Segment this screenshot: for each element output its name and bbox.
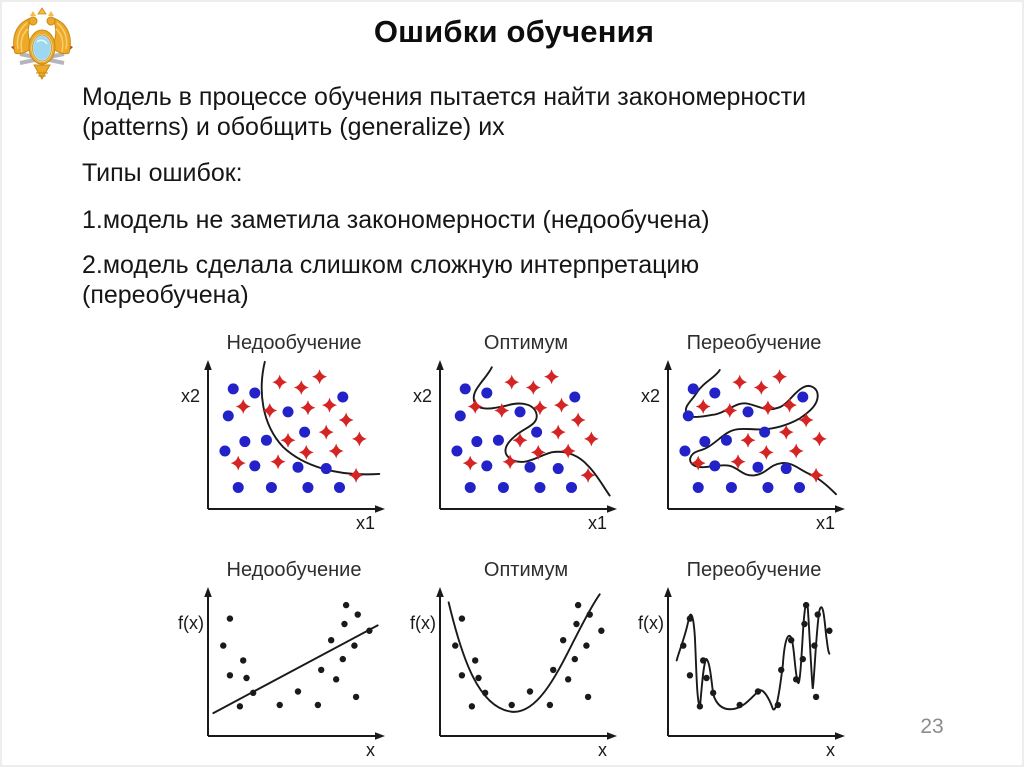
- x-axis-label: x1: [588, 513, 607, 532]
- regression-optimum-plot: f(x) x: [410, 587, 617, 759]
- y-axis-label: x2: [413, 386, 432, 406]
- body-line-error-type-1: 1.модель не заметила закономерности (нед…: [82, 206, 710, 234]
- y-axis-label: x2: [181, 386, 200, 406]
- panel-regression-optimum: Оптимум f(x) x: [410, 559, 630, 759]
- classification-underfit-plot: x2 x1: [181, 360, 385, 532]
- plot-layer: [664, 587, 845, 740]
- logo-right-head: [46, 16, 56, 26]
- plot-title: Недообучение: [226, 332, 362, 354]
- logo-globe-ring: [31, 34, 53, 62]
- body-line: (patterns) и обобщить (generalize) их: [82, 113, 505, 141]
- slide-body-text: Модель в процессе обучения пытается найт…: [82, 82, 932, 310]
- logo-globe-highlight: [36, 39, 48, 45]
- y-axis-label: f(x): [178, 613, 204, 633]
- panel-classification-optimum: Оптимум x2 x1: [410, 332, 630, 532]
- logo-left-head: [28, 16, 38, 26]
- plot-layer: [204, 587, 385, 740]
- panel-regression-overfit: Переобучение f(x) x: [638, 559, 858, 759]
- panel-regression-underfit: Недообучение f(x) x: [178, 559, 398, 759]
- plot-title: Переобучение: [686, 559, 822, 581]
- plot-layer: [436, 587, 617, 740]
- x-axis-label: x: [598, 740, 607, 759]
- plot-layer: [664, 360, 845, 513]
- y-axis-label: f(x): [410, 613, 436, 633]
- slide-title: Ошибки обучения: [373, 14, 655, 49]
- body-line-types-heading: Типы ошибок:: [82, 159, 243, 187]
- regression-overfit-plot: f(x) x: [638, 587, 845, 759]
- panel-classification-overfit: Переобучение x2 x1: [638, 332, 858, 532]
- x-axis-label: x1: [816, 513, 835, 532]
- plot-title: Оптимум: [483, 559, 569, 581]
- logo-tail-lines: [36, 72, 48, 77]
- page-number: 23: [920, 715, 944, 738]
- logo-center-crown: [37, 7, 47, 15]
- x-axis-label: x1: [356, 513, 375, 532]
- panel-classification-underfit: Недообучение x2 x1: [178, 332, 398, 532]
- logo-feathers: [16, 22, 29, 53]
- logo-feathers: [55, 22, 68, 53]
- logo-right-crown: [48, 11, 54, 16]
- body-line-error-type-2: 2.модель сделала слишком сложную интерпр…: [82, 251, 700, 279]
- x-axis-label: x: [826, 740, 835, 759]
- plots-grid: Недообучение x2 x1 Оптимум x2 x1 Переобу…: [178, 332, 872, 759]
- regression-underfit-plot: f(x) x: [178, 587, 385, 759]
- x-axis-label: x: [366, 740, 375, 759]
- plot-title: Оптимум: [483, 332, 569, 354]
- body-line-error-type-2-cont: (переобучена): [82, 281, 249, 309]
- y-axis-label: x2: [641, 386, 660, 406]
- y-axis-label: f(x): [638, 613, 664, 633]
- plot-layer: [436, 360, 617, 513]
- body-line: Модель в процессе обучения пытается найт…: [82, 83, 807, 111]
- plot-layer: [204, 360, 385, 513]
- classification-optimum-plot: x2 x1: [413, 360, 617, 532]
- plot-title: Переобучение: [686, 332, 822, 354]
- classification-overfit-plot: x2 x1: [641, 360, 845, 532]
- logo-left-crown: [30, 11, 36, 16]
- logo-tail: [33, 64, 51, 81]
- ministry-eagle-logo-icon: [11, 7, 73, 81]
- plot-title: Недообучение: [226, 559, 362, 581]
